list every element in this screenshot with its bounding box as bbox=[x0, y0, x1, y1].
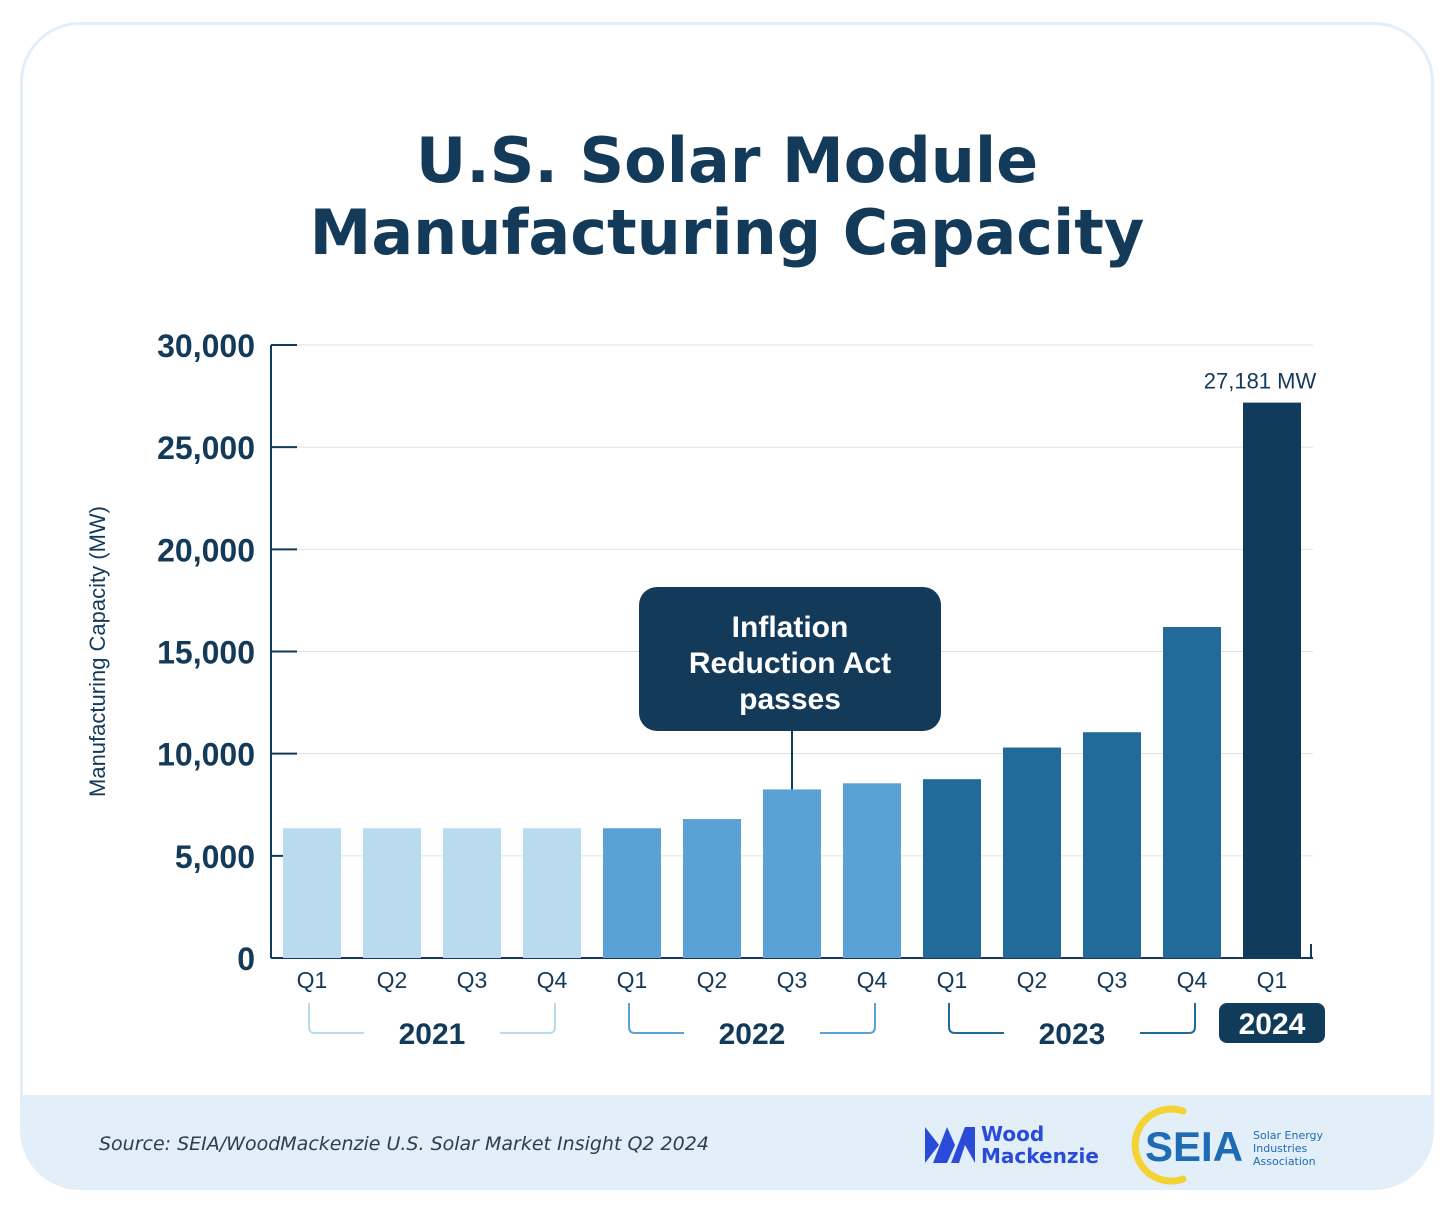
annotation-box bbox=[639, 587, 941, 731]
woodmackenzie-wordmark: Wood Mackenzie bbox=[981, 1123, 1099, 1167]
chart-title-line-2: Manufacturing Capacity bbox=[309, 196, 1145, 269]
bar bbox=[683, 819, 741, 958]
year-bracket-left bbox=[948, 1003, 1004, 1034]
y-tick-label: 20,000 bbox=[157, 532, 255, 568]
bar bbox=[1243, 402, 1301, 958]
bar bbox=[283, 828, 341, 958]
bar bbox=[923, 779, 981, 958]
bar bbox=[443, 828, 501, 958]
seia-subtitle-line-1: Solar Energy bbox=[1253, 1129, 1324, 1142]
source-note: Source: SEIA/WoodMackenzie U.S. Solar Ma… bbox=[99, 1133, 709, 1155]
chart-card: U.S. Solar Module Manufacturing Capacity… bbox=[20, 22, 1434, 1190]
annotation-text: passes bbox=[739, 683, 841, 716]
y-tick-label: 25,000 bbox=[157, 430, 255, 466]
year-label: 2024 bbox=[1239, 1008, 1306, 1041]
seia-subtitle-line-2: Industries bbox=[1253, 1142, 1308, 1155]
x-tick-label: Q4 bbox=[537, 967, 568, 993]
year-label: 2023 bbox=[1039, 1018, 1106, 1051]
annotation-text: Inflation bbox=[732, 611, 849, 644]
footer: Source: SEIA/WoodMackenzie U.S. Solar Ma… bbox=[23, 1095, 1431, 1187]
year-bracket-right bbox=[820, 1003, 876, 1034]
y-tick-label: 5,000 bbox=[175, 839, 255, 875]
seia-sun-arc-icon bbox=[1131, 1105, 1187, 1185]
bar bbox=[1163, 626, 1221, 958]
x-tick-label: Q1 bbox=[297, 967, 328, 993]
x-tick-label: Q3 bbox=[777, 967, 808, 993]
data-label: 27,181 MW bbox=[1204, 369, 1317, 394]
bar bbox=[1083, 732, 1141, 958]
bar bbox=[363, 828, 421, 958]
bar bbox=[523, 828, 581, 958]
seia-subtitle: Solar Energy Industries Association bbox=[1253, 1129, 1323, 1168]
seia-logo: SEIA bbox=[1131, 1105, 1243, 1185]
x-tick-label: Q1 bbox=[937, 967, 968, 993]
bar-chart: 0 5,000 10,000 15,000 20,000 25,000 30,000 Manu… bbox=[85, 328, 1325, 1051]
bar bbox=[843, 783, 901, 958]
year-bracket-left bbox=[308, 1003, 364, 1034]
bar bbox=[1003, 747, 1061, 958]
bar bbox=[603, 828, 661, 958]
x-tick-label: Q2 bbox=[1017, 967, 1048, 993]
x-tick-label: Q2 bbox=[377, 967, 408, 993]
year-bracket-right bbox=[500, 1003, 556, 1034]
chart-title-line-1: U.S. Solar Module bbox=[415, 124, 1039, 197]
x-tick-label: Q4 bbox=[1177, 967, 1208, 993]
year-label: 2021 bbox=[399, 1018, 466, 1051]
bar bbox=[763, 789, 821, 958]
x-tick-label: Q1 bbox=[617, 967, 648, 993]
y-tick-label: 0 bbox=[237, 941, 255, 977]
year-highlight-box bbox=[1219, 1003, 1325, 1043]
year-bracket-left bbox=[628, 1003, 684, 1034]
x-tick-label: Q3 bbox=[457, 967, 488, 993]
x-tick-label: Q4 bbox=[857, 967, 888, 993]
seia-mark: SEIA bbox=[1145, 1123, 1243, 1170]
x-tick-label: Q1 bbox=[1257, 967, 1288, 993]
y-axis-label: Manufacturing Capacity (MW) bbox=[85, 506, 110, 797]
woodmackenzie-logo-icon bbox=[925, 1127, 975, 1163]
x-tick-label: Q2 bbox=[697, 967, 728, 993]
woodmackenzie-word-1: Wood bbox=[981, 1122, 1045, 1146]
annotation-text: Reduction Act bbox=[689, 647, 891, 680]
y-tick-label: 15,000 bbox=[157, 635, 255, 671]
x-tick-label: Q3 bbox=[1097, 967, 1128, 993]
seia-subtitle-line-3: Association bbox=[1253, 1155, 1316, 1168]
year-label: 2022 bbox=[719, 1018, 786, 1051]
y-tick-label: 10,000 bbox=[157, 737, 255, 773]
y-tick-label: 30,000 bbox=[157, 328, 255, 364]
woodmackenzie-word-2: Mackenzie bbox=[981, 1144, 1099, 1168]
year-bracket-right bbox=[1140, 1003, 1196, 1034]
